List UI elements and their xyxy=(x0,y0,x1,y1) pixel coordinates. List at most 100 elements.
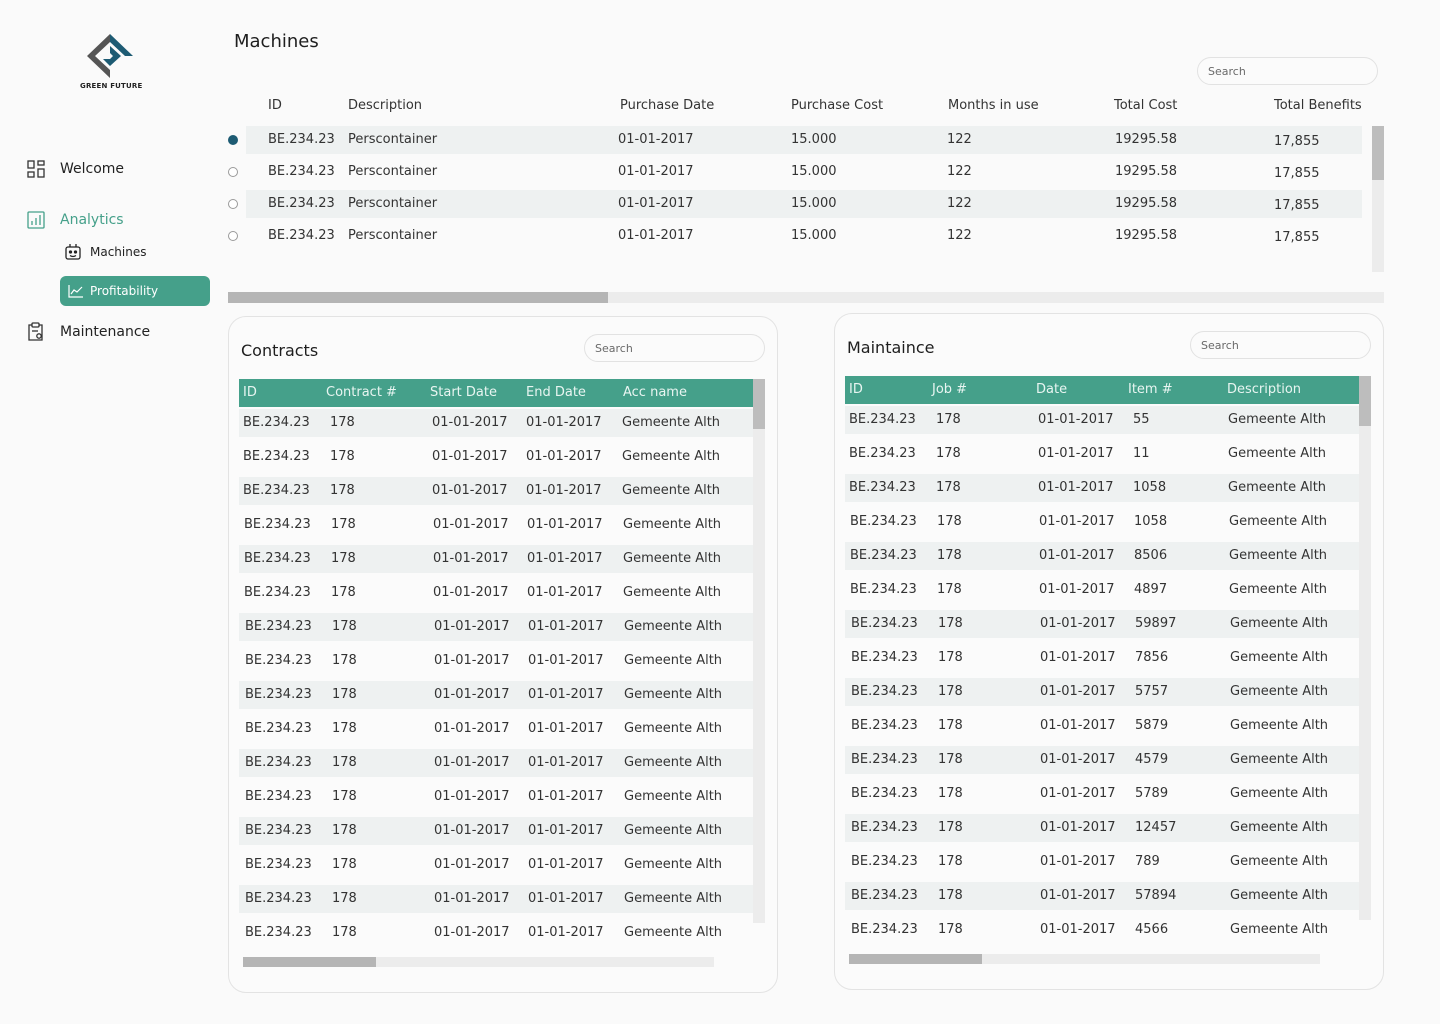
machines-row-radio[interactable] xyxy=(228,167,238,177)
maintenance-search-input[interactable] xyxy=(1190,331,1371,359)
maintenance-table-row[interactable]: BE.234.23 178 01-01-2017 8506 Gemeente Alth xyxy=(845,542,1359,570)
machines-col-purchase-cost[interactable]: Purchase Cost xyxy=(791,98,884,113)
contracts-table-row[interactable]: BE.234.23 178 01-01-2017 01-01-2017 Gemeente… xyxy=(239,613,753,641)
maintenance-cell: 178 xyxy=(936,480,961,495)
contracts-col-id[interactable]: ID xyxy=(243,385,257,400)
machines-col-id[interactable]: ID xyxy=(268,98,282,113)
maintenance-cell: BE.234.23 xyxy=(851,888,918,903)
contracts-table-row[interactable]: BE.234.23 178 01-01-2017 01-01-2017 Gemeente… xyxy=(239,783,753,811)
machines-col-purchase-date[interactable]: Purchase Date xyxy=(620,98,715,113)
contracts-cell: 178 xyxy=(332,823,357,838)
maintenance-cell: Gemeente Alth xyxy=(1228,412,1327,427)
contracts-cell: BE.234.23 xyxy=(245,891,312,906)
machines-row-radio[interactable] xyxy=(228,135,238,145)
maintenance-cell: 11 xyxy=(1133,446,1150,461)
maintenance-cell: BE.234.23 xyxy=(851,922,918,937)
maintenance-cell: 5789 xyxy=(1135,786,1169,801)
machines-horizontal-scrollbar[interactable] xyxy=(228,292,1384,303)
maintenance-col-item-no[interactable]: Item # xyxy=(1128,382,1173,397)
contracts-col-acc-name[interactable]: Acc name xyxy=(623,385,687,400)
maintenance-table-row[interactable]: BE.234.23 178 01-01-2017 1058 Gemeente Alth xyxy=(845,508,1359,536)
contracts-table-row[interactable]: BE.234.23 178 01-01-2017 01-01-2017 Gemeente… xyxy=(239,443,753,471)
machines-cell: 01-01-2017 xyxy=(618,228,694,243)
machines-row-radio[interactable] xyxy=(228,231,238,241)
machines-cell: 17,855 xyxy=(1274,134,1320,149)
nav-sub-profitability[interactable]: Profitability xyxy=(60,276,210,306)
maintenance-table-row[interactable]: BE.234.23 178 01-01-2017 12457 Gemeente Alth xyxy=(845,814,1359,842)
maintenance-table-row[interactable]: BE.234.23 178 01-01-2017 5879 Gemeente Alth xyxy=(845,712,1359,740)
contracts-table-row[interactable]: BE.234.23 178 01-01-2017 01-01-2017 Gemeente… xyxy=(239,885,753,913)
maintenance-col-date[interactable]: Date xyxy=(1036,382,1068,397)
contracts-table-row[interactable]: BE.234.23 178 01-01-2017 01-01-2017 Gemeente… xyxy=(239,511,753,539)
contracts-cell: 01-01-2017 xyxy=(434,891,510,906)
contracts-table-row[interactable]: BE.234.23 178 01-01-2017 01-01-2017 Gemeente… xyxy=(239,919,753,947)
maintenance-table-row[interactable]: BE.234.23 178 01-01-2017 59897 Gemeente Alth xyxy=(845,610,1359,638)
machines-horizontal-scroll-thumb[interactable] xyxy=(228,292,608,303)
maintenance-table-row[interactable]: BE.234.23 178 01-01-2017 4897 Gemeente Alth xyxy=(845,576,1359,604)
machines-table-row[interactable] xyxy=(246,126,1362,154)
contracts-table-row[interactable]: BE.234.23 178 01-01-2017 01-01-2017 Gemeente… xyxy=(239,817,753,845)
maintenance-table-row[interactable]: BE.234.23 178 01-01-2017 5789 Gemeente Alth xyxy=(845,780,1359,808)
maintenance-table-row[interactable]: BE.234.23 178 01-01-2017 4579 Gemeente Alth xyxy=(845,746,1359,774)
maintenance-horizontal-scrollbar[interactable] xyxy=(849,954,1320,964)
maintenance-cell: 01-01-2017 xyxy=(1040,616,1116,631)
contracts-cell: 178 xyxy=(331,551,356,566)
contracts-table-row[interactable]: BE.234.23 178 01-01-2017 01-01-2017 Gemeente… xyxy=(239,477,753,505)
maintenance-col-description[interactable]: Description xyxy=(1227,382,1302,397)
contracts-table-row[interactable]: BE.234.23 178 01-01-2017 01-01-2017 Gemeente… xyxy=(239,545,753,573)
maintenance-col-job-no[interactable]: Job # xyxy=(932,382,968,397)
contracts-cell: Gemeente Alth xyxy=(624,687,723,702)
maintenance-cell: 57894 xyxy=(1135,888,1177,903)
contracts-table-row[interactable]: BE.234.23 178 01-01-2017 01-01-2017 Gemeente… xyxy=(239,749,753,777)
contracts-cell: 01-01-2017 xyxy=(528,823,604,838)
machines-col-total-cost[interactable]: Total Cost xyxy=(1114,98,1178,113)
nav-welcome[interactable]: Welcome xyxy=(26,159,124,179)
maintenance-vertical-scrollbar[interactable] xyxy=(1359,376,1371,920)
contracts-horizontal-scrollbar[interactable] xyxy=(243,957,714,967)
maintenance-cell: Gemeente Alth xyxy=(1229,514,1328,529)
contracts-col-start-date[interactable]: Start Date xyxy=(430,385,497,400)
maintenance-table-row[interactable]: BE.234.23 178 01-01-2017 55 Gemeente Alth xyxy=(845,406,1359,434)
maintenance-table-row[interactable]: BE.234.23 178 01-01-2017 1058 Gemeente Alth xyxy=(845,474,1359,502)
contracts-col-end-date[interactable]: End Date xyxy=(526,385,586,400)
nav-maintenance[interactable]: Maintenance xyxy=(26,322,150,342)
contracts-search-input[interactable] xyxy=(584,334,765,362)
nav-sub-machines[interactable]: Machines xyxy=(64,243,146,261)
machines-col-description[interactable]: Description xyxy=(348,98,423,113)
contracts-table-row[interactable]: BE.234.23 178 01-01-2017 01-01-2017 Gemeente… xyxy=(239,579,753,607)
maintenance-table-row[interactable]: BE.234.23 178 01-01-2017 4566 Gemeente Alth xyxy=(845,916,1359,944)
maintenance-table-row[interactable]: BE.234.23 178 01-01-2017 7856 Gemeente Alth xyxy=(845,644,1359,672)
machines-col-months-in-use[interactable]: Months in use xyxy=(948,98,1039,113)
maintenance-table-row[interactable]: BE.234.23 178 01-01-2017 5757 Gemeente Alth xyxy=(845,678,1359,706)
maintenance-table-row[interactable]: BE.234.23 178 01-01-2017 789 Gemeente Alth xyxy=(845,848,1359,876)
machines-search-input[interactable] xyxy=(1197,57,1378,85)
contracts-table-row[interactable]: BE.234.23 178 01-01-2017 01-01-2017 Gemeente… xyxy=(239,715,753,743)
contracts-vertical-scroll-thumb[interactable] xyxy=(753,379,765,429)
machines-vertical-scroll-thumb[interactable] xyxy=(1372,126,1384,180)
maintenance-cell: 01-01-2017 xyxy=(1040,854,1116,869)
contracts-cell: 01-01-2017 xyxy=(434,755,510,770)
contracts-cell: 01-01-2017 xyxy=(434,619,510,634)
contracts-table-row[interactable]: BE.234.23 178 01-01-2017 01-01-2017 Gemeente… xyxy=(239,647,753,675)
contracts-horizontal-scroll-thumb[interactable] xyxy=(243,957,376,967)
contracts-cell: BE.234.23 xyxy=(245,687,312,702)
contracts-table-row[interactable]: BE.234.23 178 01-01-2017 01-01-2017 Gemeente… xyxy=(239,851,753,879)
machines-col-total-benefits[interactable]: Total Benefits xyxy=(1274,98,1362,113)
machines-cell: Perscontainer xyxy=(348,132,438,147)
contracts-cell: 178 xyxy=(332,619,357,634)
maintenance-horizontal-scroll-thumb[interactable] xyxy=(849,954,982,964)
maintenance-cell: 01-01-2017 xyxy=(1039,514,1115,529)
machines-vertical-scrollbar[interactable] xyxy=(1372,126,1384,272)
nav-analytics[interactable]: Analytics xyxy=(26,210,124,230)
contracts-table-row[interactable]: BE.234.23 178 01-01-2017 01-01-2017 Gemeente… xyxy=(239,681,753,709)
machines-row-radio[interactable] xyxy=(228,199,238,209)
contracts-col-contract-no[interactable]: Contract # xyxy=(326,385,397,400)
machines-table-row[interactable] xyxy=(246,190,1362,218)
contracts-vertical-scrollbar[interactable] xyxy=(753,379,765,923)
maintenance-col-id[interactable]: ID xyxy=(849,382,863,397)
contracts-cell: Gemeente Alth xyxy=(624,925,723,940)
maintenance-table-row[interactable]: BE.234.23 178 01-01-2017 11 Gemeente Alth xyxy=(845,440,1359,468)
contracts-table-row[interactable]: BE.234.23 178 01-01-2017 01-01-2017 Gemeente… xyxy=(239,409,753,437)
maintenance-vertical-scroll-thumb[interactable] xyxy=(1359,376,1371,426)
maintenance-table-row[interactable]: BE.234.23 178 01-01-2017 57894 Gemeente Alth xyxy=(845,882,1359,910)
